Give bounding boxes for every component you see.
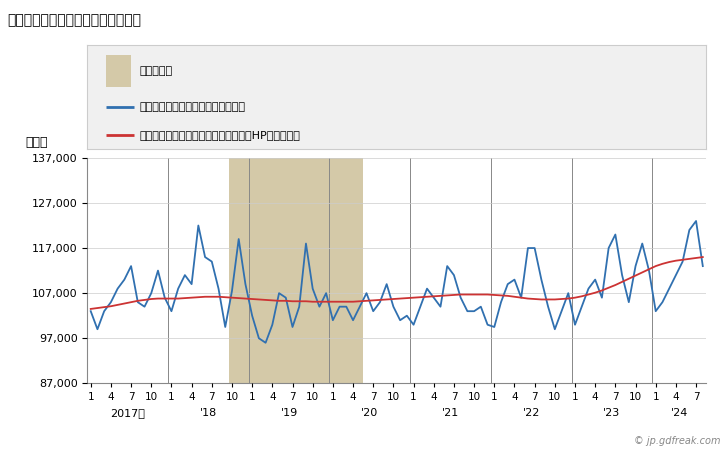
Text: '23: '23 [604,408,620,418]
Text: © jp.gdfreak.com: © jp.gdfreak.com [634,437,721,446]
Bar [106,55,131,87]
Text: '20: '20 [361,408,379,418]
Text: '22: '22 [523,408,540,418]
Text: ［円］: ［円］ [25,136,48,149]
Text: パートタイム労働者の現金給与総額: パートタイム労働者の現金給与総額 [140,102,246,112]
Text: 景気後退期: 景気後退期 [140,66,173,76]
Text: '24: '24 [670,408,688,418]
Text: 2017年: 2017年 [110,408,145,418]
Text: '21: '21 [442,408,459,418]
Text: '19: '19 [280,408,298,418]
Text: 2024年8月：113,852円: 2024年8月：113,852円 [593,136,706,149]
Text: パートタイム労働者の現金給与総額: パートタイム労働者の現金給与総額 [7,14,141,28]
Text: パートタイム労働者の現金給与総額（HPフィルタ）: パートタイム労働者の現金給与総額（HPフィルタ） [140,130,301,140]
Bar [229,158,363,383]
Text: '18: '18 [199,408,217,418]
